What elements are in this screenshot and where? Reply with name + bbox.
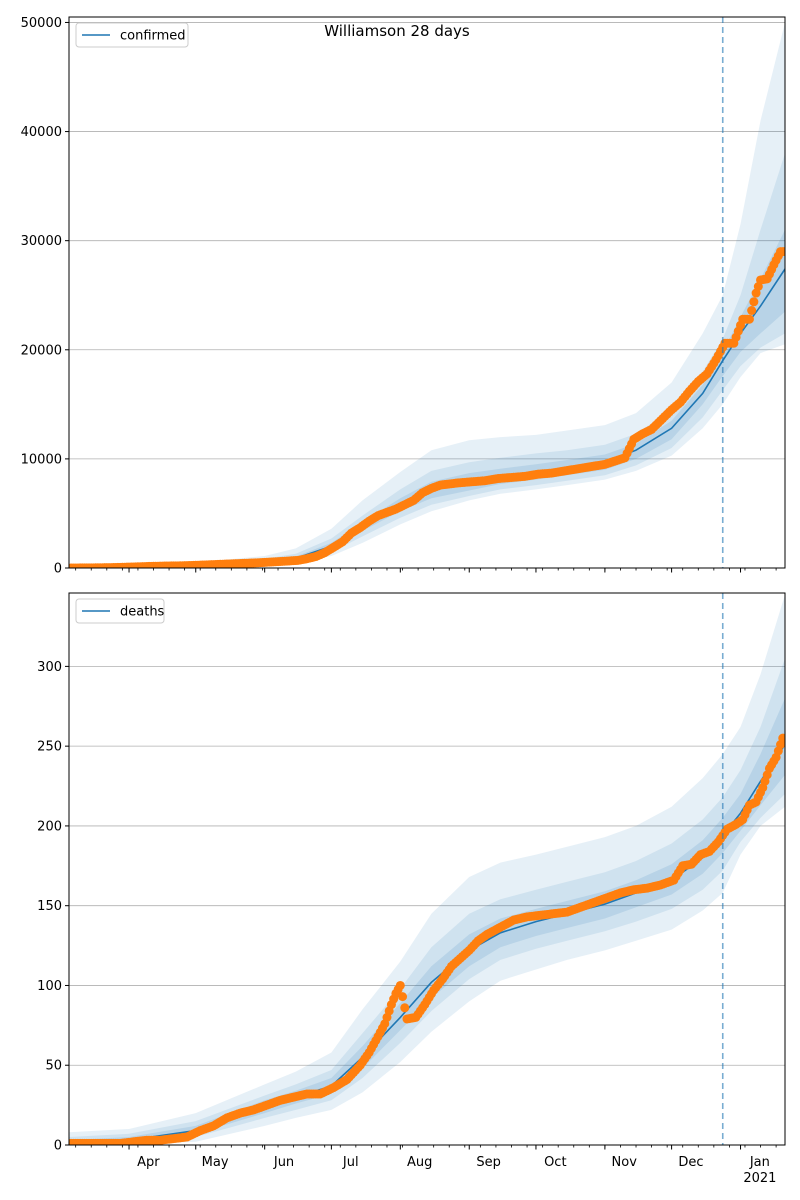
legend: deaths: [75, 598, 165, 624]
observed-point: [744, 314, 754, 324]
x-tick-label: Sep: [476, 1155, 501, 1170]
observed-point: [778, 733, 785, 743]
x-tick-label: Nov: [612, 1155, 638, 1170]
y-tick-label: 40000: [21, 125, 62, 140]
x-tick-label: Jun: [273, 1155, 294, 1170]
y-tick-label: 50: [45, 1059, 62, 1074]
figure-title: Williamson 28 days: [324, 22, 470, 40]
y-tick-label: 20000: [21, 343, 62, 358]
y-tick-label: 300: [37, 660, 62, 675]
observed-point: [747, 306, 757, 316]
observed-point: [400, 1003, 410, 1013]
x-tick-label: Jan: [749, 1155, 770, 1170]
y-tick-label: 50000: [21, 16, 62, 31]
y-tick-label: 200: [37, 819, 62, 834]
x-tick-label: 2021: [743, 1171, 776, 1186]
legend-box: [75, 22, 189, 48]
outer-band: [69, 594, 785, 1145]
y-tick-label: 0: [54, 562, 62, 577]
x-tick-label: Dec: [678, 1155, 703, 1170]
observed-points: [69, 247, 785, 568]
legend-box: [75, 598, 165, 624]
axes-frame: [68, 592, 786, 1146]
observed-point: [398, 992, 408, 1002]
y-tick-label: 30000: [21, 234, 62, 249]
y-tick-label: 10000: [21, 452, 62, 467]
legend-label: confirmed: [120, 29, 186, 44]
y-tick-label: 250: [37, 740, 62, 755]
observed-point: [780, 247, 785, 257]
observed-point: [749, 297, 759, 307]
x-tick-label: Jul: [342, 1155, 359, 1170]
y-tick-label: 150: [37, 899, 62, 914]
outer-band: [69, 22, 785, 568]
observed-points: [69, 733, 785, 1145]
y-tick-label: 0: [54, 1139, 62, 1154]
y-tick-label: 100: [37, 979, 62, 994]
middle-band: [69, 658, 785, 1145]
x-tick-label: Aug: [407, 1155, 432, 1170]
confirmed-panel: 0 10000 20000 30000 40000 50000 confirmed: [21, 16, 786, 577]
axes-frame: [68, 16, 786, 569]
legend-label: deaths: [120, 605, 165, 620]
legend: confirmed: [75, 22, 189, 48]
observed-point: [395, 980, 405, 990]
x-tick-label: Oct: [544, 1155, 566, 1170]
middle-band: [69, 153, 785, 568]
deaths-panel: 0 50 100 150 200 250 300 Apr May Jun Jul Aug Sep Oct N…: [37, 592, 786, 1186]
x-tick-label: May: [202, 1155, 229, 1170]
x-tick-label: Apr: [137, 1155, 160, 1170]
